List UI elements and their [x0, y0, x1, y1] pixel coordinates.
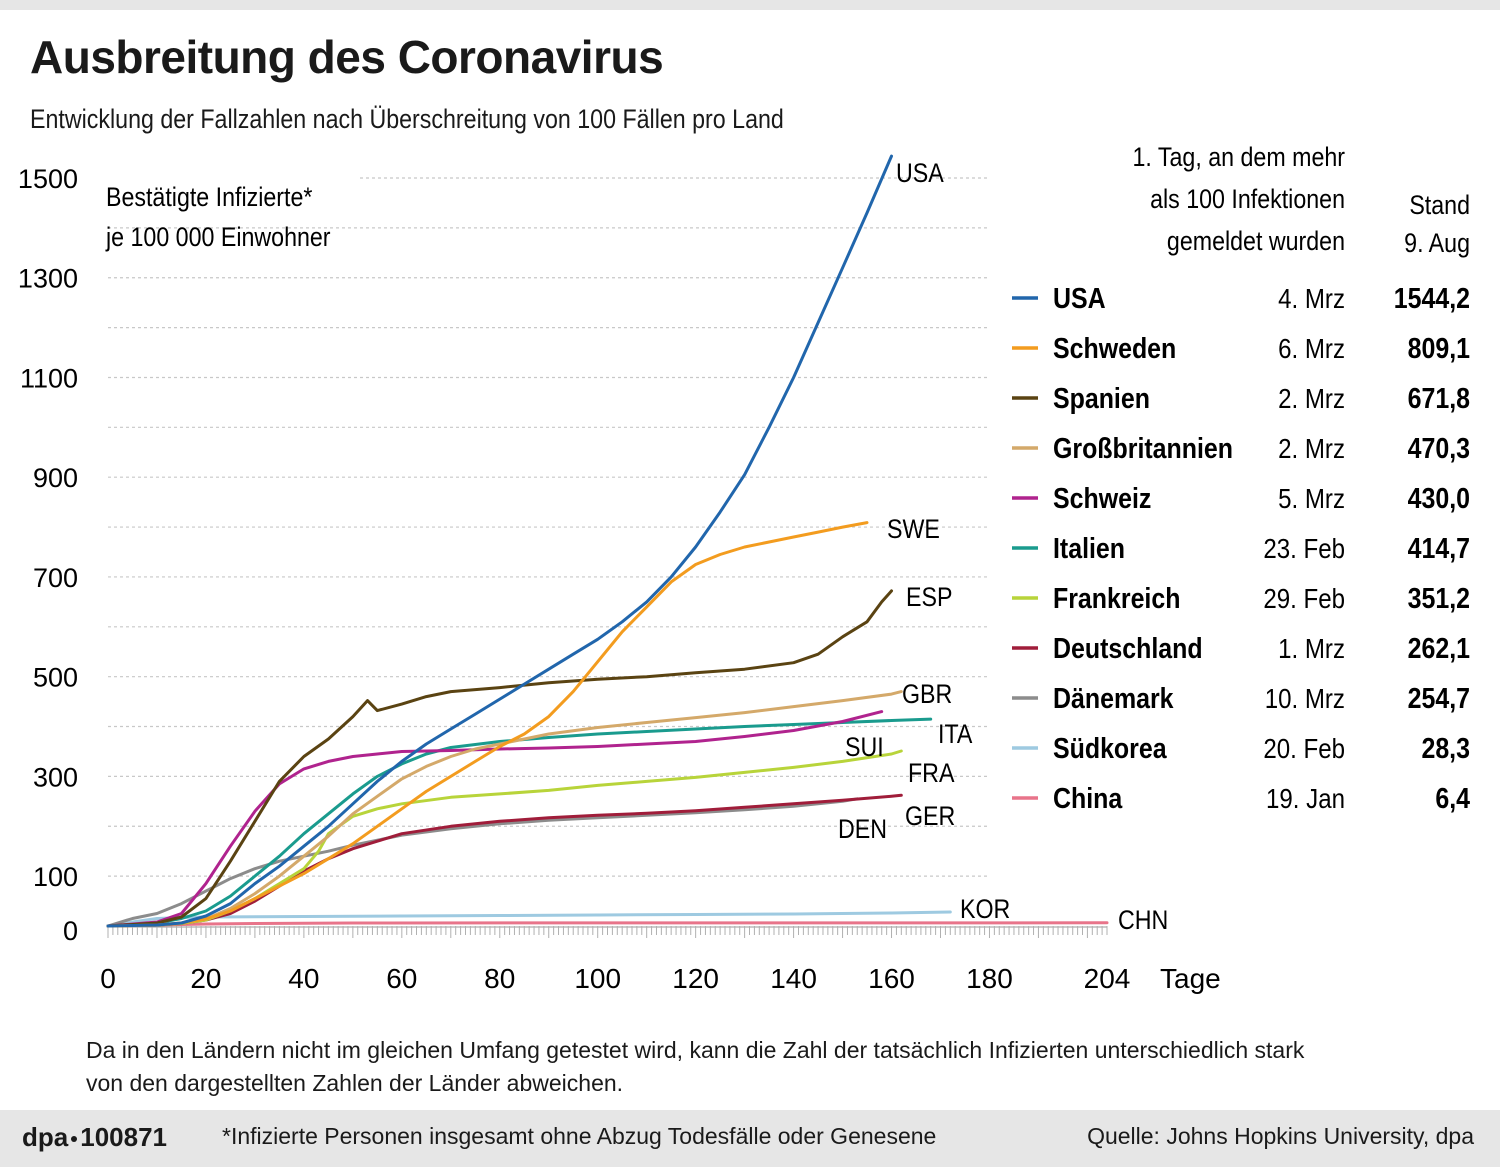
legend-value: 430,0: [1408, 482, 1470, 514]
legend-country: Spanien: [1053, 382, 1150, 414]
grid-lines: [108, 177, 988, 877]
series-end-label: FRA: [908, 758, 955, 788]
series-line: [106, 154, 893, 928]
chart-title: Ausbreitung des Coronavirus: [30, 31, 664, 83]
legend-value: 414,7: [1408, 532, 1470, 564]
legend-first-day: 20. Feb: [1263, 732, 1345, 764]
y-axis: 0 100 300 500 700 900 1100 1300 1500: [18, 164, 78, 946]
series-end-label: KOR: [960, 894, 1010, 924]
x-tick-label: 40: [288, 963, 319, 994]
y-tick-label: 900: [33, 463, 78, 493]
y-axis-label-line1: Bestätigte Infizierte*: [106, 182, 313, 212]
y-tick-label: 1300: [18, 264, 78, 294]
legend-first-day: 19. Jan: [1266, 782, 1345, 814]
source-credit: Quelle: Johns Hopkins University, dpa: [1087, 1123, 1474, 1149]
y-tick-label: 300: [33, 762, 78, 792]
legend: 1. Tag, an dem mehr als 100 Infektionen ge…: [1012, 142, 1470, 814]
legend-country: Frankreich: [1053, 582, 1180, 614]
dpa-brand: dpa: [22, 1122, 69, 1152]
footnote: *Infizierte Personen insgesamt ohne Abzu…: [222, 1123, 937, 1149]
x-axis: 0 20 40 60 80 100 120 140 160 180 204 Tage: [100, 926, 1221, 994]
legend-country: USA: [1053, 282, 1106, 314]
disclaimer-note: Da in den Ländern nicht im gleichen Umfa…: [86, 1037, 1305, 1096]
legend-value: 254,7: [1408, 682, 1470, 714]
series-line: [106, 521, 869, 928]
series-line: [106, 910, 952, 928]
legend-value: 470,3: [1408, 432, 1470, 464]
legend-value: 1544,2: [1394, 282, 1470, 314]
x-tick-label: 204: [1084, 963, 1131, 994]
legend-first-day: 1. Mrz: [1278, 632, 1345, 664]
legend-value: 262,1: [1408, 632, 1470, 664]
legend-country: Südkorea: [1053, 732, 1167, 764]
x-tick-label: 140: [770, 963, 817, 994]
series-end-label: GER: [905, 801, 955, 831]
x-tick-label: 80: [484, 963, 515, 994]
top-bar: [0, 0, 1500, 10]
series-end-label: SWE: [887, 514, 940, 544]
y-tick-label: 0: [63, 916, 78, 946]
legend-value: 671,8: [1408, 382, 1470, 414]
series-line: [106, 921, 1109, 928]
legend-first-day: 5. Mrz: [1278, 482, 1345, 514]
x-tick-label: 160: [868, 963, 915, 994]
y-tick-label: 500: [33, 663, 78, 693]
y-tick-label: 700: [33, 563, 78, 593]
legend-first-day: 2. Mrz: [1278, 382, 1345, 414]
legend-value: 6,4: [1435, 782, 1470, 814]
y-tick-label: 100: [33, 862, 78, 892]
x-tick-label: 180: [966, 963, 1013, 994]
series-line: [106, 690, 903, 928]
legend-country: Großbritannien: [1053, 432, 1233, 464]
legend-country: Schweiz: [1053, 482, 1151, 514]
series-end-label: CHN: [1118, 905, 1168, 935]
legend-header-stand: 9. Aug: [1404, 228, 1470, 258]
legend-value: 351,2: [1408, 582, 1470, 614]
series-end-label: SUI: [845, 732, 884, 762]
legend-value: 28,3: [1421, 732, 1470, 764]
legend-country: Dänemark: [1053, 682, 1174, 714]
legend-header-first-day: 1. Tag, an dem mehr: [1133, 142, 1345, 172]
series-line: [106, 589, 893, 928]
legend-country: Deutschland: [1053, 632, 1203, 664]
legend-header-first-day: als 100 Infektionen: [1150, 184, 1345, 214]
series-line: [106, 710, 884, 928]
footer: dpa 100871 *Infizierte Personen insgesamt…: [0, 1110, 1500, 1167]
legend-country: China: [1053, 782, 1123, 814]
series-line: [106, 793, 903, 928]
legend-country: Italien: [1053, 532, 1125, 564]
y-tick-label: 1500: [18, 164, 78, 194]
x-tick-label: 100: [574, 963, 621, 994]
legend-first-day: 23. Feb: [1263, 532, 1345, 564]
dot-separator: [71, 1136, 78, 1143]
dpa-credit: dpa 100871: [22, 1122, 167, 1153]
series-end-labels: USA SWE ESP GBR SUI ITA FRA GER DEN KOR CHN: [838, 158, 1168, 935]
legend-first-day: 4. Mrz: [1278, 282, 1345, 314]
series-line: [106, 717, 933, 928]
legend-first-day: 2. Mrz: [1278, 432, 1345, 464]
legend-header-first-day: gemeldet wurden: [1167, 226, 1345, 256]
series-lines: [106, 154, 1109, 928]
series-end-label: ESP: [906, 582, 952, 612]
legend-value: 809,1: [1408, 332, 1470, 364]
x-tick-label: 20: [190, 963, 221, 994]
legend-header-stand: Stand: [1409, 190, 1470, 220]
legend-first-day: 10. Mrz: [1265, 682, 1345, 714]
chart-subtitle: Entwicklung der Fallzahlen nach Überschr…: [30, 104, 784, 134]
graphic-id: 100871: [80, 1122, 167, 1152]
x-tick-label: 60: [386, 963, 417, 994]
series-end-label: DEN: [838, 814, 887, 844]
series-end-label: ITA: [938, 719, 973, 749]
x-tick-label: 120: [672, 963, 719, 994]
legend-first-day: 6. Mrz: [1278, 332, 1345, 364]
legend-first-day: 29. Feb: [1263, 582, 1345, 614]
series-end-label: GBR: [902, 679, 952, 709]
line-chart: 0 100 300 500 700 900 1100 1300 1500 0 20 40 60 80 10…: [18, 142, 1470, 994]
series-end-label: USA: [896, 158, 944, 188]
x-axis-title: Tage: [1160, 963, 1221, 994]
legend-country: Schweden: [1053, 332, 1176, 364]
y-tick-label: 1100: [20, 363, 78, 393]
y-axis-label-line2: je 100 000 Einwohner: [105, 222, 330, 252]
x-tick-label: 0: [100, 963, 116, 994]
